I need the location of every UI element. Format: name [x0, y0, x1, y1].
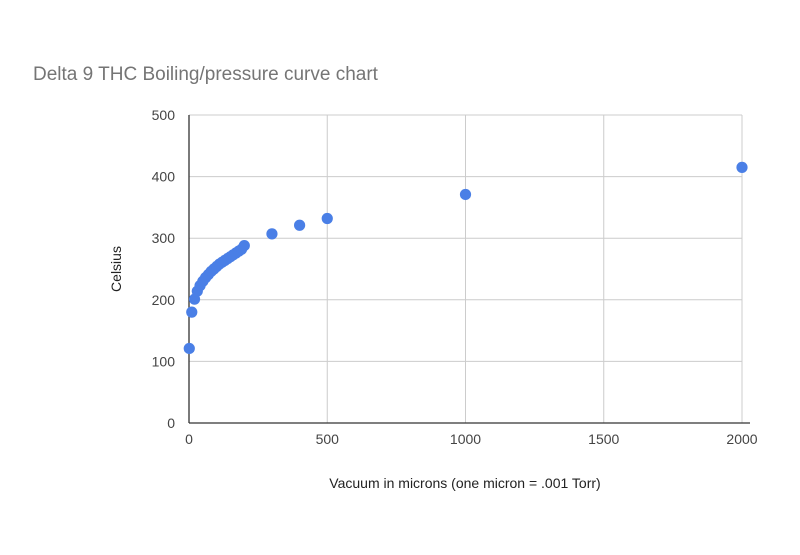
y-tick-label: 200: [152, 292, 176, 308]
data-point: [321, 212, 333, 225]
x-tick-label: 500: [316, 431, 340, 447]
data-point: [266, 228, 278, 240]
y-tick-label: 500: [152, 107, 176, 123]
data-point: [183, 342, 195, 355]
y-axis-label: Celsius: [108, 246, 124, 292]
grid-lines: [189, 114, 743, 423]
data-point: [294, 219, 306, 231]
data-point: [459, 188, 472, 201]
y-tick-label: 300: [152, 230, 176, 246]
tick-labels: 0 100 200 300 400 500 0 500 1000 1500 2000: [152, 107, 758, 447]
data-point: [186, 306, 198, 318]
y-tick-label: 400: [152, 169, 176, 185]
x-tick-label: 2000: [726, 431, 757, 447]
x-tick-label: 1500: [588, 431, 619, 447]
data-points: [183, 161, 748, 355]
data-point: [736, 161, 748, 173]
data-point: [238, 239, 250, 252]
x-tick-label: 0: [185, 431, 193, 447]
y-tick-label: 100: [152, 353, 176, 369]
y-tick-label: 0: [167, 415, 175, 431]
x-tick-label: 1000: [450, 431, 481, 447]
axes: [188, 115, 750, 424]
x-axis-label: Vacuum in microns (one micron = .001 Tor…: [329, 475, 600, 491]
chart-title: Delta 9 THC Boiling/pressure curve chart: [33, 64, 378, 85]
